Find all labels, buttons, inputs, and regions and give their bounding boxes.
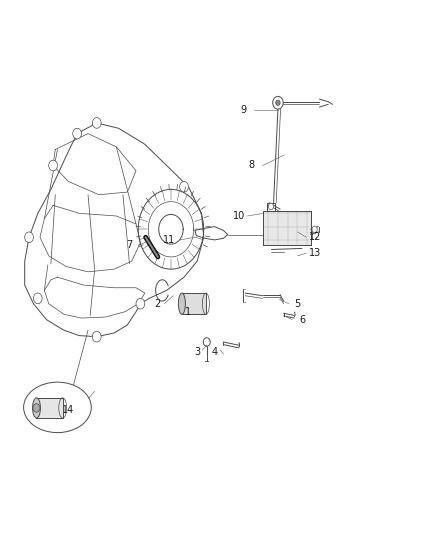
- Circle shape: [180, 181, 188, 192]
- Text: 2: 2: [155, 298, 161, 309]
- FancyBboxPatch shape: [36, 398, 63, 418]
- Circle shape: [33, 403, 40, 412]
- Ellipse shape: [178, 293, 185, 314]
- Text: 5: 5: [294, 298, 301, 309]
- Circle shape: [203, 338, 210, 346]
- Text: 13: 13: [309, 248, 321, 258]
- Circle shape: [268, 203, 274, 209]
- Text: 12: 12: [309, 232, 321, 243]
- Circle shape: [25, 232, 33, 243]
- Text: 1: 1: [185, 306, 191, 317]
- Circle shape: [92, 118, 101, 128]
- Circle shape: [312, 226, 317, 232]
- Circle shape: [92, 332, 101, 342]
- Circle shape: [276, 100, 280, 106]
- Text: 11: 11: [162, 235, 175, 245]
- FancyBboxPatch shape: [263, 211, 311, 245]
- Text: 4: 4: [212, 346, 218, 357]
- Circle shape: [136, 298, 145, 309]
- Circle shape: [49, 160, 57, 171]
- Circle shape: [273, 96, 283, 109]
- Text: 6: 6: [299, 314, 305, 325]
- Text: 14: 14: [62, 405, 74, 415]
- FancyBboxPatch shape: [182, 293, 206, 314]
- Ellipse shape: [32, 398, 40, 418]
- Text: 3: 3: [194, 346, 200, 357]
- Circle shape: [33, 293, 42, 304]
- Text: 7: 7: [127, 240, 133, 250]
- Ellipse shape: [24, 382, 91, 433]
- Circle shape: [73, 128, 81, 139]
- Text: 9: 9: [240, 104, 246, 115]
- Text: 8: 8: [249, 160, 255, 171]
- Text: 10: 10: [233, 211, 245, 221]
